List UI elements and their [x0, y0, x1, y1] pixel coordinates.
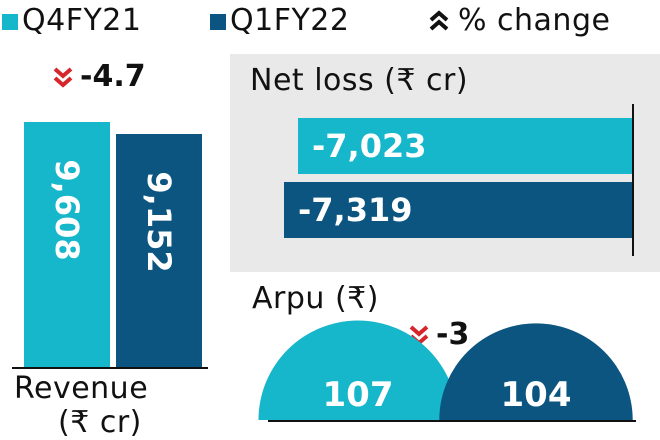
net-loss-label-q4fy21: -7,023: [312, 127, 427, 165]
net-loss-title: Net loss (₹ cr): [250, 63, 469, 98]
arpu-label-q4fy21: 107: [322, 375, 394, 415]
legend-label-q4fy21: Q4FY21: [22, 3, 142, 38]
net-loss-bar-q4fy21: [298, 118, 632, 174]
arpu-label-q1fy22: 104: [500, 375, 572, 415]
legend-label-change: % change: [458, 3, 611, 38]
net-loss-axis: [632, 104, 634, 256]
net-loss-bar-q1fy22: [284, 182, 632, 238]
arpu-baseline: [268, 420, 636, 422]
double-chevron-down-icon: [53, 67, 73, 88]
net-loss-panel: Net loss (₹ cr) -7,023 -7,319: [230, 54, 660, 272]
revenue-change-value: -4.7: [80, 59, 146, 94]
arpu-change-value: -3: [436, 317, 470, 352]
double-chevron-up-icon: [429, 10, 449, 31]
legend-swatch-q1fy22: [210, 14, 226, 30]
revenue-baseline: [12, 367, 208, 369]
arpu-dome-q4fy21: [258, 320, 458, 420]
revenue-title: Revenue: [14, 371, 149, 406]
net-loss-label-q1fy22: -7,319: [298, 191, 413, 229]
revenue-bar-q1fy22: [116, 134, 202, 367]
revenue-bar-q4fy21: [24, 122, 110, 367]
arpu-dome-q1fy22: [439, 323, 633, 420]
legend-label-q1fy22: Q1FY22: [230, 3, 350, 38]
revenue-unit: (₹ cr): [58, 405, 142, 440]
arpu-title: Arpu (₹): [252, 281, 379, 316]
legend-swatch-q4fy21: [2, 14, 18, 30]
